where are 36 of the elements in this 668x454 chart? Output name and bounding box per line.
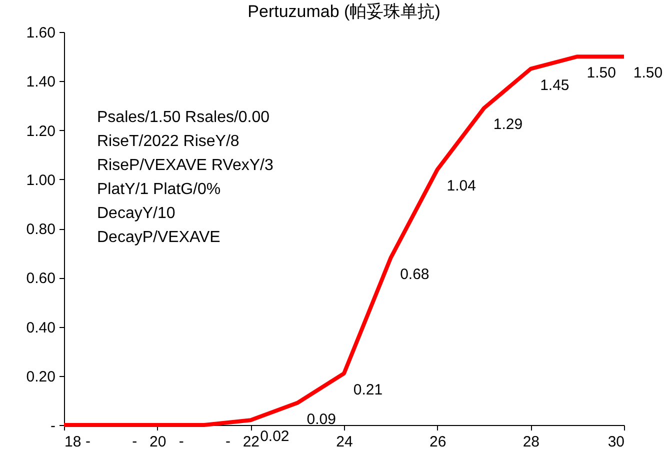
data-label: - (178, 433, 184, 450)
chart-title: Pertuzumab (帕妥珠单抗) (248, 2, 440, 21)
x-tick-label: 30 (608, 434, 624, 450)
annotation: RiseT/2022 RiseY/8 (97, 133, 240, 150)
y-tick-label: 1.20 (26, 122, 56, 140)
data-label: - (132, 433, 138, 450)
data-label: - (86, 433, 90, 450)
annotation: Psales/1.50 Rsales/0.00 (97, 109, 270, 126)
x-tick-label: 28 (522, 434, 540, 450)
annotation: RiseP/VEXAVE RVexY/3 (97, 157, 274, 174)
x-tick-label: 22 (242, 434, 260, 450)
y-tick-label: 1.60 (26, 24, 56, 42)
data-label: 1.50 (633, 64, 663, 82)
y-tick-label: 1.00 (26, 172, 56, 189)
data-label: 0.68 (400, 266, 430, 283)
y-tick-label: 0.60 (26, 270, 56, 288)
data-label: 1.29 (493, 116, 523, 134)
y-tick-label: 0.80 (26, 221, 56, 238)
annotation: PlatY/1 PlatG/0% (97, 181, 221, 198)
x-tick-label: 24 (336, 434, 353, 450)
annotation: DecayP/VEXAVE (97, 229, 220, 246)
data-label: 0.02 (260, 428, 290, 446)
data-label: 1.50 (586, 64, 616, 82)
annotation: DecayY/10 (97, 205, 176, 222)
y-tick-label: 0.20 (26, 368, 56, 386)
y-tick-label: - (50, 418, 56, 434)
y-tick-label: 1.40 (26, 74, 56, 91)
x-tick-label: 18 (64, 434, 82, 450)
data-label: 1.04 (446, 178, 476, 195)
x-tick-label: 20 (149, 434, 166, 450)
y-tick-label: 0.40 (26, 319, 56, 336)
data-label: 0.09 (306, 410, 336, 428)
data-label: 0.21 (353, 381, 383, 398)
data-label: - (226, 433, 230, 450)
x-tick-label: 26 (429, 434, 446, 450)
data-label: 1.45 (540, 76, 570, 94)
